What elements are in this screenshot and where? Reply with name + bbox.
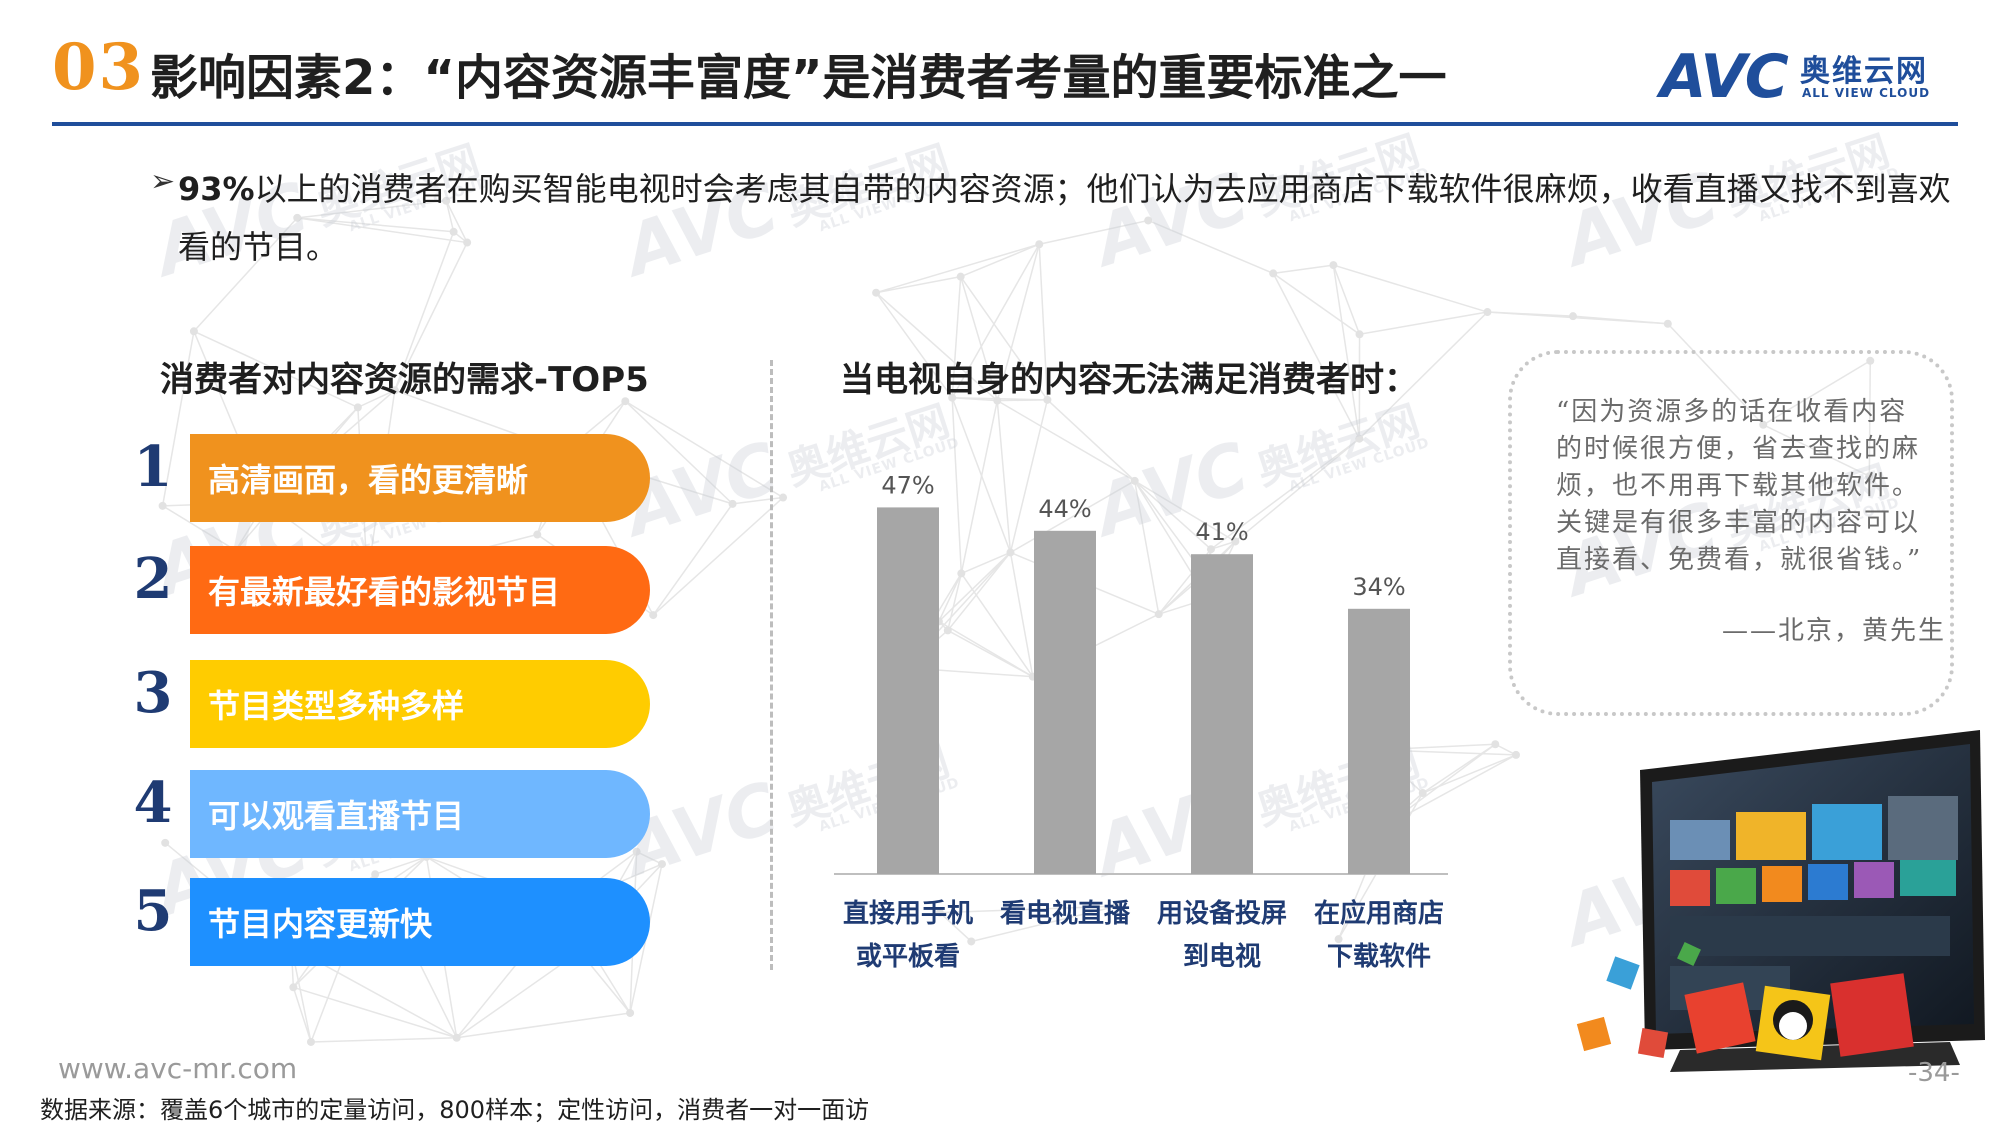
rank-number: 4: [133, 770, 173, 836]
data-label: 47%: [881, 471, 934, 499]
arrow-right-icon: ➢: [150, 164, 176, 199]
data-source-note: 数据来源：覆盖6个城市的定量访问，800样本；定性访问，消费者一对一面访: [40, 1096, 870, 1124]
top5-item: 3 节目类型多种多样: [128, 656, 668, 748]
chart-bar: [1348, 608, 1410, 874]
data-label: 44%: [1038, 495, 1091, 523]
top5-item: 2 有最新最好看的影视节目: [128, 542, 668, 634]
chart-bar: [877, 507, 939, 874]
x-tick-label: 到电视: [1183, 942, 1261, 972]
page-number: -34-: [1908, 1058, 1960, 1088]
rank-label-pill: 有最新最好看的影视节目: [190, 546, 650, 634]
logo-mark: AVC: [1660, 42, 1789, 112]
chart-title: 当电视自身的内容无法满足消费者时：: [840, 360, 1418, 400]
x-tick-label: 下载软件: [1327, 942, 1431, 972]
intro-paragraph: 93%以上的消费者在购买智能电视时会考虑其自带的内容资源；他们认为去应用商店下载…: [178, 160, 1958, 276]
top5-item: 4 可以观看直播节目: [128, 766, 668, 858]
chart-bar: [1191, 554, 1253, 874]
rank-label-pill: 高清画面，看的更清晰: [190, 434, 650, 522]
x-tick-label: 直接用手机: [843, 899, 973, 929]
quote-text: “因为资源多的话在收看内容的时候很方便，省去查找的麻烦，也不用再下载其他软件。关…: [1556, 397, 1923, 575]
data-label: 41%: [1195, 518, 1248, 546]
rank-label-pill: 节目内容更新快: [190, 878, 650, 966]
intro-text: 以上的消费者在购买智能电视时会考虑其自带的内容资源；他们认为去应用商店下载软件很…: [178, 170, 1951, 266]
quote-bubble: [1508, 350, 1954, 716]
website-url: www.avc-mr.com: [58, 1052, 298, 1085]
x-tick-label: 在应用商店: [1314, 898, 1444, 929]
top5-item: 5 节目内容更新快: [128, 874, 668, 966]
rank-number: 2: [133, 546, 173, 612]
section-divider: [770, 360, 773, 970]
logo-name-en: ALL VIEW CLOUD: [1802, 86, 1931, 100]
x-tick-label: 用设备投屏: [1157, 899, 1287, 929]
smart-tv-icon: [1576, 730, 1985, 1072]
x-tick-label: 看电视直播: [1000, 899, 1131, 929]
logo-name-cn: 奥维云网: [1800, 54, 1928, 89]
top5-item: 1 高清画面，看的更清晰: [128, 430, 668, 522]
data-label: 34%: [1352, 573, 1405, 601]
rank-label-pill: 可以观看直播节目: [190, 770, 650, 858]
rank-number: 3: [133, 660, 173, 726]
avc-logo: AVC 奥维云网 ALL VIEW CLOUD: [1660, 42, 1960, 112]
rank-number: 1: [133, 434, 173, 500]
x-tick-label: 或平板看: [856, 942, 960, 972]
header-divider: [52, 122, 1958, 126]
rank-label-pill: 节目类型多种多样: [190, 660, 650, 748]
section-number: 03: [52, 30, 146, 105]
quote-author: ——北京，黄先生: [1721, 616, 1946, 646]
rank-number: 5: [133, 878, 173, 944]
top5-title: 消费者对内容资源的需求-TOP5: [160, 360, 649, 400]
page-title: 影响因素2：“内容资源丰富度”是消费者考量的重要标准之一: [150, 50, 1447, 106]
intro-highlight: 93%: [178, 170, 255, 208]
chart-bar: [1034, 530, 1096, 874]
